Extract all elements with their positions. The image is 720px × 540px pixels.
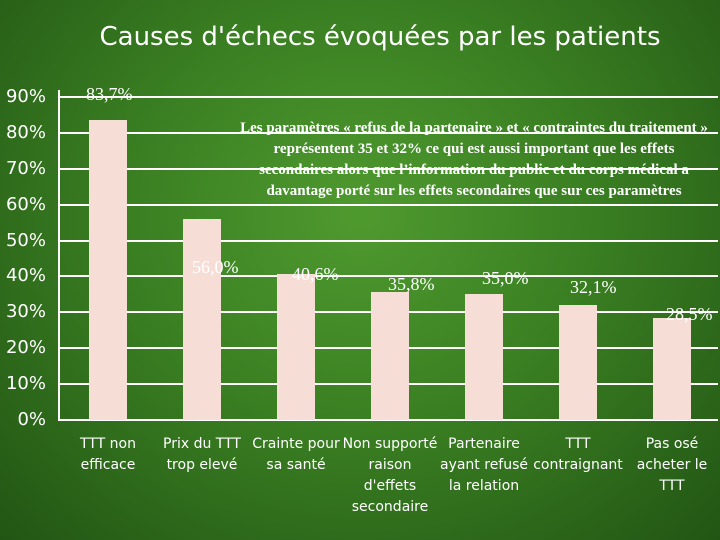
bar xyxy=(559,304,597,420)
bar xyxy=(89,119,127,420)
y-tick-label: 70% xyxy=(5,157,46,179)
category-label: Partenaire ayant refusé la relation xyxy=(439,436,529,494)
category-label: Non supporté raison d'effets secondaire xyxy=(342,436,438,515)
y-tick-label: 10% xyxy=(5,373,46,395)
y-tick-label: 0% xyxy=(17,409,46,430)
gridline xyxy=(58,167,718,170)
gridline xyxy=(58,203,718,206)
category-label: Prix du TTT trop elevé xyxy=(163,436,241,473)
y-tick-label: 90% xyxy=(5,86,46,107)
data-label: 35,0% xyxy=(482,268,529,289)
bar xyxy=(653,317,691,420)
data-label: 35,8% xyxy=(388,273,435,294)
category-label: TTT contraignant xyxy=(533,436,623,473)
gridline xyxy=(58,275,718,278)
bar xyxy=(465,294,503,420)
y-tick-label: 30% xyxy=(5,301,46,323)
bar xyxy=(277,274,315,420)
data-label: 32,1% xyxy=(570,276,617,297)
gridline xyxy=(58,96,718,98)
y-tick-label: 50% xyxy=(5,229,46,251)
y-tick-label: 40% xyxy=(5,265,46,287)
data-label: 40,6% xyxy=(292,264,339,285)
gridline xyxy=(58,131,718,134)
category-label: Pas osé acheter le TTT xyxy=(636,436,708,494)
y-tick-label: 20% xyxy=(5,337,46,359)
y-axis xyxy=(58,90,60,420)
data-label: 28,5% xyxy=(666,303,713,324)
bar xyxy=(183,219,221,420)
gridline xyxy=(58,419,718,421)
chart-annotation: Les paramètres « refus de la partenaire … xyxy=(240,120,708,199)
gridline xyxy=(58,239,718,242)
category-label: TTT non efficace xyxy=(80,436,136,473)
bar xyxy=(371,291,409,420)
chart-title: Causes d'échecs évoquées par les patient… xyxy=(99,22,661,52)
y-tick-label: 60% xyxy=(5,193,46,215)
data-label: 83,7% xyxy=(86,83,133,104)
category-label: Crainte pour sa santé xyxy=(252,436,340,473)
y-tick-label: 80% xyxy=(5,121,46,143)
data-label: 56,0% xyxy=(192,257,239,278)
